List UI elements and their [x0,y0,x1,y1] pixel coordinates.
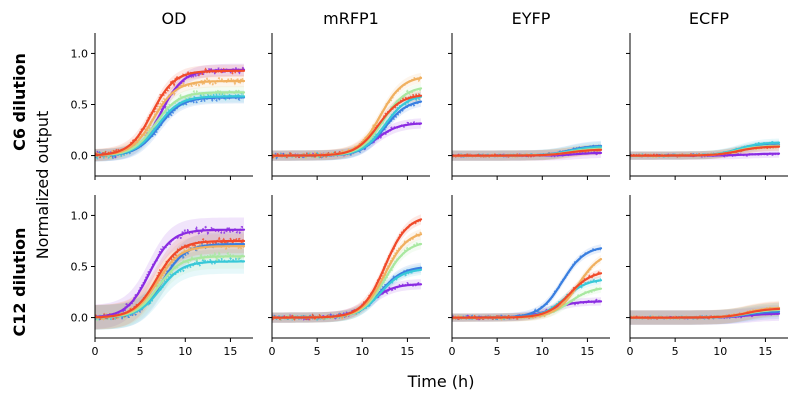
series-line-5 [630,145,781,157]
x-tick-label: 0 [449,345,456,358]
series-line-0 [95,228,246,318]
plot-area [630,138,781,160]
series-band-5 [272,214,421,323]
panel-0-3 [626,33,788,180]
series-band-4 [272,229,421,323]
panel-1-0: 0.0 0.5 1.0 0 5 10 15 [71,195,253,358]
x-tick-label: 0 [269,345,276,358]
plot-area [452,244,603,322]
y-tick-label: 1.0 [71,47,89,60]
series-markers-0 [95,224,245,321]
panel-0-0: 0.0 0.5 1.0 [71,33,253,180]
x-tick-label: 10 [178,345,192,358]
y-tick-label: 1.0 [71,209,89,222]
column-title-0: OD [162,9,187,28]
panel-1-1: 0 5 10 15 [268,195,430,358]
series-line-5 [272,94,423,157]
x-tick-label: 15 [758,345,772,358]
series-line-5 [452,272,603,319]
x-tick-label: 10 [535,345,549,358]
series-band-5 [95,64,244,162]
column-title-2: EYFP [512,9,551,28]
series-markers-2 [95,92,245,160]
y-tick-label: 0.0 [71,312,89,325]
y-tick-label: 0.5 [71,261,89,274]
series-line-5 [272,218,423,319]
plot-area [272,72,423,161]
series-band-1 [452,244,601,322]
x-tick-label: 0 [627,345,634,358]
series-band-1 [630,304,779,325]
x-tick-label: 10 [713,345,727,358]
plot-area [452,140,603,161]
series-line-5 [95,69,246,157]
x-tick-label: 10 [355,345,369,358]
x-tick-label: 5 [314,345,321,358]
plot-area [272,214,423,323]
series-markers-1 [272,99,422,160]
panel-1-3: 0 5 10 15 [626,195,788,358]
x-tick-label: 15 [223,345,237,358]
series-band-3 [272,83,421,161]
series-band-4 [272,72,421,161]
series-line-5 [630,307,781,319]
column-title-1: mRFP1 [323,9,379,28]
series-markers-0 [272,281,422,321]
x-tick-label: 15 [400,345,414,358]
plot-area [630,300,781,325]
y-tick-label: 0.0 [71,150,89,163]
row-label-1: C12 dilution [10,228,29,337]
series-line-5 [95,239,246,319]
x-tick-label: 5 [672,345,679,358]
x-axis-label: Time (h) [407,372,475,391]
row-label-0: C6 dilution [10,53,29,151]
panel-1-2: 0 5 10 15 [448,195,610,358]
x-tick-label: 15 [580,345,594,358]
x-tick-label: 0 [92,345,99,358]
series-line-5 [452,148,603,157]
y-tick-label: 0.5 [71,99,89,112]
x-tick-label: 5 [137,345,144,358]
plot-area [95,63,246,162]
x-tick-label: 5 [494,345,501,358]
panel-0-2 [448,33,610,180]
plot-area [95,217,246,330]
y-axis-label: Normalized output [33,111,52,260]
column-title-3: ECFP [689,9,729,28]
panel-0-1 [268,33,430,180]
series-band-3 [272,238,421,323]
